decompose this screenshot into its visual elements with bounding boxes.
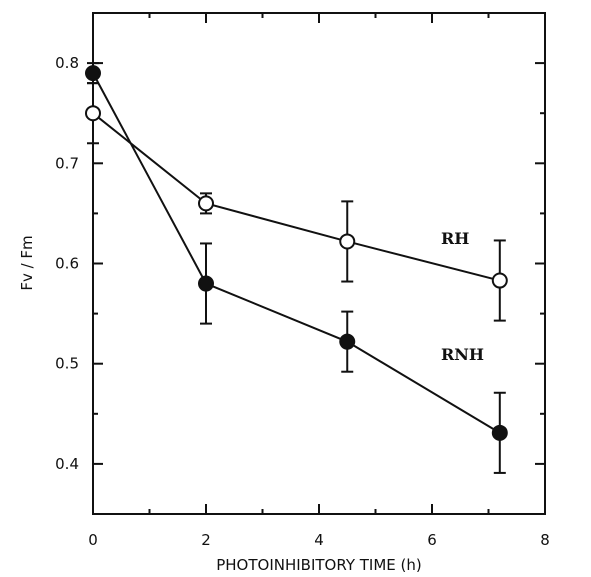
plot-frame: [92, 12, 546, 515]
x-tick-label: 6: [427, 531, 437, 549]
y-tick-label: 0.4: [55, 455, 79, 473]
data-point-rh: [85, 105, 101, 122]
x-tick-label: 8: [540, 531, 550, 549]
data-point-rnh: [339, 333, 356, 350]
y-tick-label: 0.8: [55, 54, 79, 72]
y-axis-title: Fv / Fm: [18, 235, 36, 290]
series-rnh: [85, 62, 508, 474]
x-tick-label: 2: [201, 531, 211, 549]
y-tick-label: 0.7: [55, 154, 79, 172]
data-point-rnh: [85, 65, 101, 82]
data-point-rnh: [491, 424, 508, 441]
series-line-rh: [92, 112, 501, 282]
series-layer: [85, 62, 508, 474]
y-tick-label: 0.5: [55, 355, 79, 373]
series-rh: [85, 82, 508, 322]
data-point-rh: [198, 195, 214, 212]
series-label-rnh: RNH: [441, 345, 484, 364]
series-line-rnh: [92, 72, 501, 434]
y-tick-label: 0.6: [55, 255, 79, 273]
series-label-rh: RH: [441, 229, 469, 248]
data-point-rnh: [198, 275, 214, 292]
x-tick-label: 0: [88, 531, 98, 549]
axis-ticks: [92, 12, 546, 515]
data-point-rh: [339, 233, 356, 250]
x-axis-title: PHOTOINHIBITORY TIME (h): [216, 556, 422, 574]
axis-tick-labels: 0 2 4 6 8 0.4 0.5 0.6 0.7 0.8: [55, 54, 550, 549]
x-tick-label: 4: [314, 531, 324, 549]
data-point-rh: [491, 272, 508, 289]
